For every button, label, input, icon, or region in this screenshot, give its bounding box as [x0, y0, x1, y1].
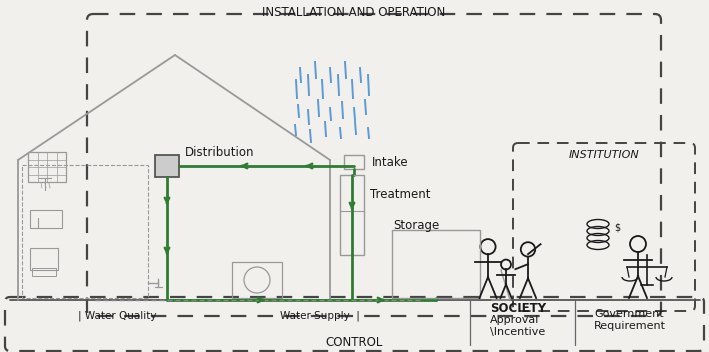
Bar [155, 155, 179, 177]
Bar [344, 155, 364, 169]
Text: Approval: Approval [490, 315, 540, 325]
Bar [30, 210, 62, 228]
Text: $: $ [614, 223, 620, 233]
Text: SOCIETY: SOCIETY [490, 302, 546, 314]
Text: Treatment: Treatment [370, 189, 430, 201]
Text: CONTROL: CONTROL [325, 335, 383, 348]
Text: Distribution: Distribution [185, 146, 255, 159]
Bar [232, 262, 282, 298]
Bar [28, 152, 66, 182]
Bar [22, 165, 148, 298]
Text: Government: Government [594, 309, 664, 319]
Text: INSTALLATION AND OPERATION: INSTALLATION AND OPERATION [262, 6, 446, 19]
Text: INSTITUTION: INSTITUTION [569, 150, 640, 160]
Bar [32, 268, 56, 276]
Text: Intake: Intake [372, 156, 408, 169]
Bar [30, 248, 58, 270]
Bar [392, 230, 480, 298]
Text: Water Supply  |: Water Supply | [280, 311, 360, 321]
Text: \Incentive: \Incentive [490, 327, 545, 337]
Bar [340, 175, 364, 255]
Text: Requirement: Requirement [594, 321, 666, 331]
Text: | Water Quality: | Water Quality [78, 311, 157, 321]
Text: Storage: Storage [393, 219, 440, 232]
